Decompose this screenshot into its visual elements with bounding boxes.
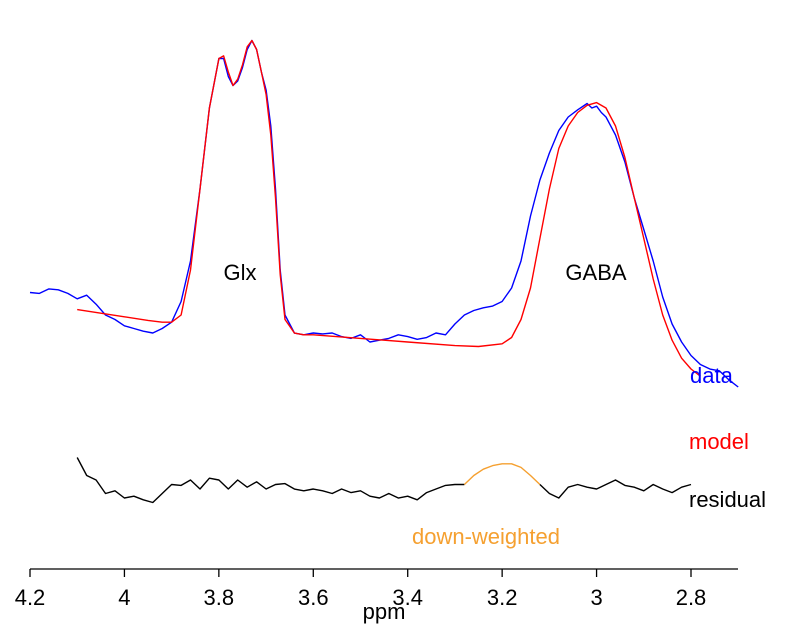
x-tick-label-3: 3.6 bbox=[298, 585, 329, 610]
series-layer bbox=[29, 39, 739, 504]
series-model-line-1 bbox=[77, 39, 701, 377]
legend-model: model bbox=[689, 429, 749, 454]
x-tick-label-6: 3 bbox=[590, 585, 602, 610]
x-tick-label-0: 4.2 bbox=[15, 585, 46, 610]
peak-label-gaba: GABA bbox=[565, 260, 626, 285]
x-tick-label-4: 3.4 bbox=[392, 585, 423, 610]
series-residual-line-2 bbox=[76, 457, 465, 504]
legend-data: data bbox=[690, 363, 734, 388]
series-residual-line-4 bbox=[539, 479, 692, 499]
x-tick-label-7: 2.8 bbox=[676, 585, 707, 610]
x-tick-label-1: 4 bbox=[118, 585, 130, 610]
legend-down-weighted: down-weighted bbox=[412, 524, 560, 549]
peak-label-glx: Glx bbox=[224, 260, 257, 285]
x-axis-ticks: 4.2 4 3.8 3.6 3.4 3.2 3 2.8 bbox=[15, 569, 707, 610]
legend-residual: residual bbox=[689, 487, 766, 512]
x-tick-label-5: 3.2 bbox=[487, 585, 518, 610]
x-tick-label-2: 3.8 bbox=[204, 585, 235, 610]
x-axis-label: ppm bbox=[363, 599, 406, 624]
series-data-line-0 bbox=[29, 39, 739, 388]
series-down-weighted-line-3 bbox=[463, 463, 541, 486]
